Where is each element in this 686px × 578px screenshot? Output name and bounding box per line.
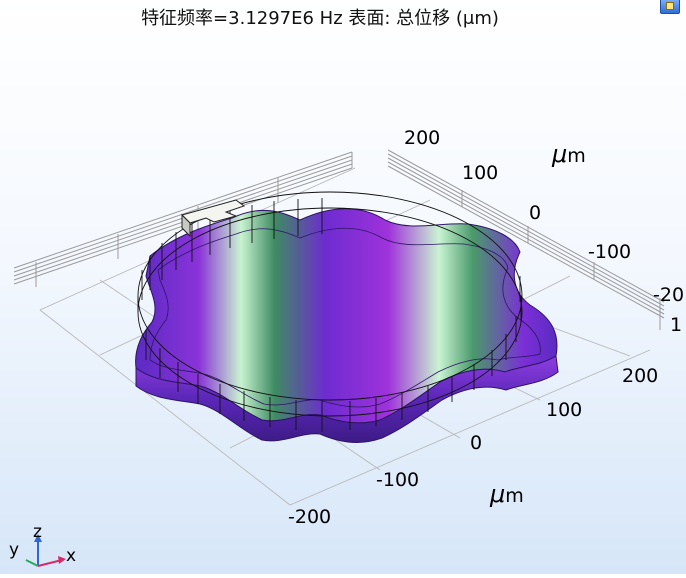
front-axis-tick-minus200: -200 [288,506,332,528]
electrode-tab [181,199,246,238]
front-axis-tick-0: 0 [470,432,483,454]
triad-label-x: x [66,546,77,566]
y-axis-arrow-icon [25,559,39,567]
back-grid [13,149,665,330]
back-axis-tick-100: 100 [462,162,499,184]
x-axis-arrow-icon [37,559,63,567]
back-axis-tick-minus200: -20 [653,284,685,306]
triad-label-y: y [9,540,20,560]
front-axis-tick-100: 100 [546,399,583,421]
front-axis-unit: μm [490,480,524,508]
back-axis-tick-cutoff: 1 [670,314,683,336]
back-axis-tick-0: 0 [529,202,542,224]
back-axis-unit: μm [552,140,586,168]
plot-title: 特征频率=3.1297E6 Hz 表面: 总位移 (μm) [141,8,499,29]
axis-triad: z y x [0,520,90,574]
front-axis-tick-200: 200 [622,365,659,387]
back-axis-tick-200: 200 [404,127,441,149]
window-icon[interactable] [660,0,680,14]
ring-band [135,208,559,443]
front-axis-tick-minus100: -100 [376,469,420,491]
back-axis-tick-minus100: -100 [588,241,632,263]
triad-label-z: z [33,522,42,542]
